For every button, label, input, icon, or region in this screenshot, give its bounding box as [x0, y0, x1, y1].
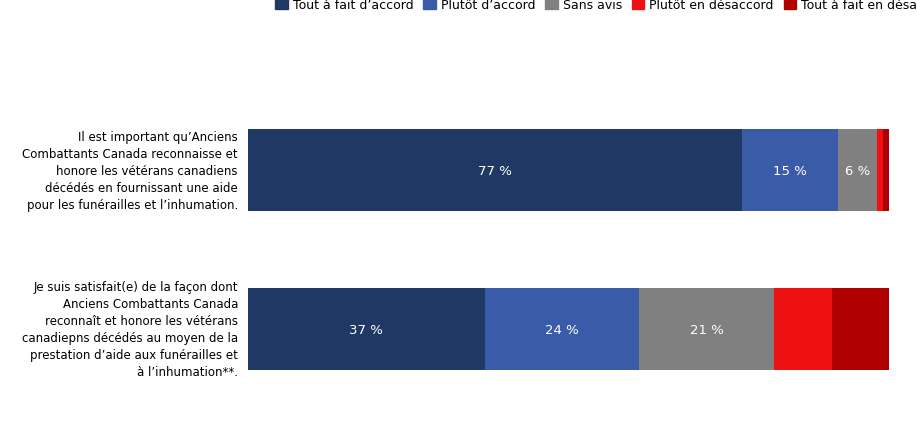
Bar	[248, 129, 742, 212]
Text: 21 %: 21 %	[690, 323, 724, 336]
Bar	[248, 288, 485, 371]
Text: 24 %: 24 %	[546, 323, 579, 336]
Text: Je suis satisfait(e) de la façon dont
Anciens Combattants Canada
reconnaît et ho: Je suis satisfait(e) de la façon dont An…	[22, 280, 238, 378]
Bar	[838, 129, 877, 212]
Bar	[877, 129, 883, 212]
Bar	[774, 288, 832, 371]
Text: Il est important qu’Anciens
Combattants Canada reconnaisse et
honore les vétéran: Il est important qu’Anciens Combattants …	[22, 130, 238, 211]
Bar	[883, 129, 889, 212]
Bar	[742, 129, 838, 212]
Text: 37 %: 37 %	[349, 323, 383, 336]
Bar	[485, 288, 639, 371]
Bar	[639, 288, 774, 371]
Text: 6 %: 6 %	[845, 164, 870, 177]
Bar	[832, 288, 889, 371]
Legend: Tout à fait d’accord, Plutôt d’accord, Sans avis, Plutôt en désaccord, Tout à fa: Tout à fait d’accord, Plutôt d’accord, S…	[271, 0, 917, 17]
Text: 15 %: 15 %	[773, 164, 807, 177]
Text: 77 %: 77 %	[478, 164, 512, 177]
